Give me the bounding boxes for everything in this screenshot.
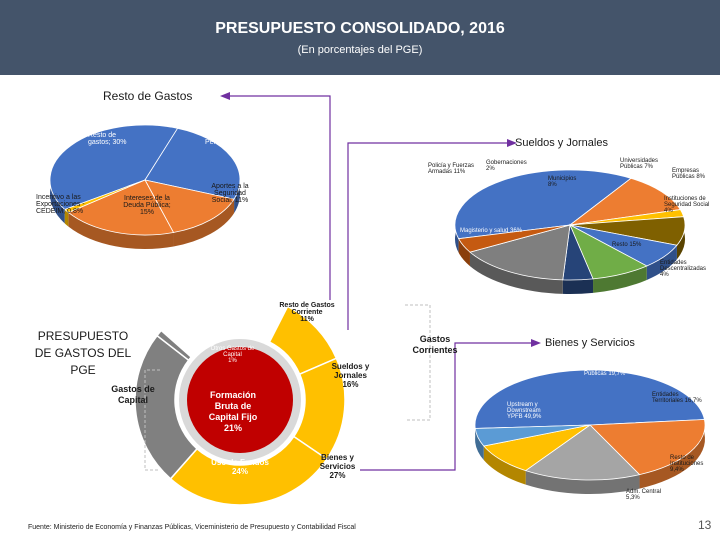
donut-label-resto-name: Resto de Gastos Corriente <box>279 302 335 316</box>
page-title: PRESUPUESTO CONSOLIDADO, 2016 <box>215 20 505 37</box>
donut-label-otros-name: Otros Gastos de Capital <box>210 346 255 358</box>
pie2-label-empresas: Empresas Públicas 8% <box>672 168 706 180</box>
pie3-slice-side-1 <box>639 419 705 489</box>
pie1-slice-4 <box>64 179 146 213</box>
donut-label-sueldos-value: 16% <box>342 380 359 389</box>
connector-lines <box>220 92 541 471</box>
label-gastos-corrientes: Gastos Corrientes <box>412 334 458 355</box>
pie3-slice-2 <box>524 424 641 481</box>
pie2-label-magisterio: Magisterio y salud 36% <box>460 228 523 234</box>
pie2-slice-side-7 <box>469 252 563 294</box>
pie2-slice-8 <box>457 224 571 253</box>
pie3-label-upstream: Upstream y Downstream YPFB 49,9% <box>507 402 542 420</box>
callout-bienes-servicios: Bienes y Servicios <box>545 337 635 349</box>
label-gastos-capital: Gastos de Capital <box>111 384 155 405</box>
pie2-label-gobernaciones: Gobernaciones 2% <box>486 160 527 172</box>
arrow-sueldos <box>507 139 517 147</box>
pie2-slice-7 <box>469 224 571 281</box>
pie3-label-entidades: Entidades Territoriales 16,7% <box>652 392 702 404</box>
side-title-line-1: PRESUPUESTO <box>37 329 129 343</box>
pie3-slice-1 <box>589 419 706 476</box>
pie1-slice-2 <box>144 179 235 233</box>
pie-bienes-servicios <box>474 369 706 494</box>
connector-bienes <box>360 342 536 471</box>
donut-label-resto-gastos-corriente: Resto de Gastos Corriente 11% <box>272 302 342 323</box>
side-title: PRESUPUESTO DE GASTOS DEL PGE <box>28 328 138 379</box>
pie2-slice-side-6 <box>562 278 594 294</box>
pie2-slice-side-3 <box>676 216 686 260</box>
pie2-label-entidades: Entidades Descentralizadas 4% <box>660 260 707 278</box>
pie1-slice-side-3 <box>68 212 174 249</box>
pie2-label-instituciones: Instituciones de Seguridad Social 4% <box>664 196 710 214</box>
page-subtitle: (En porcentajes del PGE) <box>297 44 423 56</box>
donut-segment-4 <box>155 329 193 362</box>
connector-sueldos <box>347 142 512 330</box>
pie1-label-pensiones: Pensiones; 19% <box>205 139 256 146</box>
pie-resto-de-gastos <box>49 124 241 249</box>
pie2-label-resto: Resto 15% <box>612 242 642 248</box>
pie2-slice-side-5 <box>593 265 647 293</box>
pie3-slice-side-2 <box>525 470 640 494</box>
bracket-gastos-corrientes <box>405 304 431 421</box>
page-number: 13 <box>698 518 712 532</box>
callout-resto-de-gastos: Resto de Gastos <box>103 89 193 103</box>
donut-label-otros-value: 1% <box>228 358 237 364</box>
donut-label-uso-fondos: Uso de Fondos 24% <box>205 458 275 476</box>
donut-label-otros-capital: Otros Gastos de Capital 1% <box>210 346 255 364</box>
donut-center-label: Formación Bruta de Capital Fijo 21% <box>204 390 262 434</box>
pie3-slice-4 <box>474 424 591 447</box>
donut-center-disc <box>187 347 293 453</box>
pie1-label-intereses: Intereses de la Deuda Pública; 15% <box>123 195 171 216</box>
pie1-label-resto: Resto de gastos; 30% <box>88 132 127 146</box>
callout-sueldos-jornales: Sueldos y Jornales <box>515 137 608 149</box>
side-title-line-2: DE GASTOS DEL <box>34 346 132 360</box>
donut-label-bienes-name: Bienes y Servicios <box>319 453 356 471</box>
header-banner: PRESUPUESTO CONSOLIDADO, 2016 (En porcen… <box>0 0 720 75</box>
bracket-gastos-capital <box>144 369 160 471</box>
pie3-label-empresas: Empresas Públicas 19,7% <box>584 365 626 377</box>
donut-center-name: Formación Bruta de Capital Fijo <box>208 390 258 422</box>
arrow-resto <box>220 92 230 100</box>
pie3-label-resto: Resto de Instituciones 9,4% <box>670 455 704 473</box>
pie1-label-incentivo: Incentivo a las Exportaciones - CEDEIM; … <box>36 194 85 215</box>
pie2-slice-0 <box>454 169 632 240</box>
donut-center-value: 21% <box>223 423 242 433</box>
pie2-slice-side-4 <box>646 245 677 280</box>
pie3-slice-0 <box>474 369 705 429</box>
connector-resto <box>225 95 331 300</box>
pie1-slice-0 <box>49 124 179 210</box>
pie1-label-aportes: Aportes a la Seguridad Social; 11% <box>211 183 249 204</box>
pie2-label-universidades: Universidades Públicas 7% <box>620 158 659 170</box>
pie-sueldos-jornales <box>454 169 686 294</box>
pie2-label-policia: Policía y Fuerzas Armadas 11% <box>428 163 475 175</box>
donut-label-uso-name: Uso de Fondos <box>211 458 269 467</box>
pie3-label-adm: Adm. Central 5,3% <box>626 489 662 501</box>
pie2-slice-side-8 <box>458 238 470 267</box>
pie1-slice-side-2 <box>173 199 235 247</box>
pie1-slice-3 <box>67 179 175 236</box>
pie2-label-municipios: Municipios 8% <box>548 176 577 188</box>
donut-label-bienes: Bienes y Servicios 27% <box>305 453 370 480</box>
donut-label-sueldos: Sueldos y Jornales 16% <box>318 362 383 389</box>
arrow-bienes <box>531 339 541 347</box>
source-footnote: Fuente: Ministerio de Economía y Finanza… <box>28 524 356 531</box>
donut-label-uso-value: 24% <box>231 467 248 476</box>
pie1-slice-side-4 <box>64 209 69 227</box>
donut-label-resto-value: 11% <box>300 316 314 323</box>
donut-label-bienes-value: 27% <box>329 471 346 480</box>
side-title-line-3: PGE <box>70 363 96 377</box>
pie1-slice-1 <box>144 127 241 200</box>
donut-label-sueldos-name: Sueldos y Jornales <box>331 362 370 380</box>
donut-presupuesto <box>134 305 346 506</box>
